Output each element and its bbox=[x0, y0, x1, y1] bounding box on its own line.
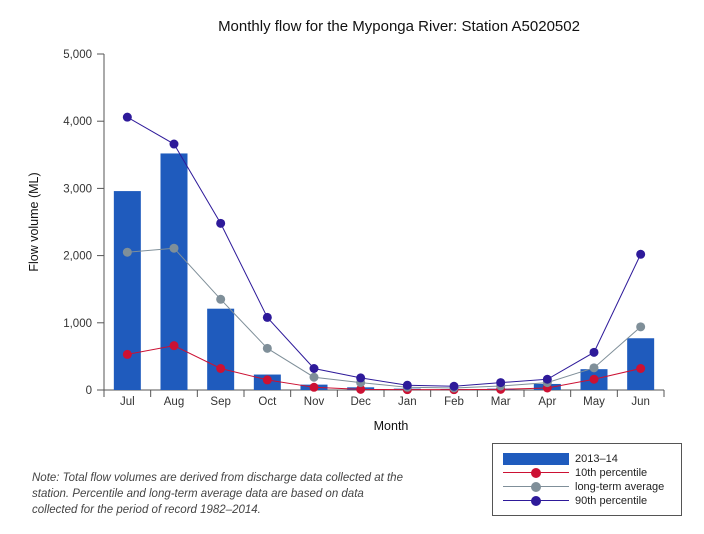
legend-item-2013-14: 2013–14 bbox=[493, 452, 683, 466]
series-point bbox=[449, 381, 459, 391]
series-point bbox=[402, 380, 412, 390]
series-point bbox=[216, 363, 226, 373]
x-tick-label: Mar bbox=[491, 396, 511, 408]
legend-swatch-bar bbox=[503, 452, 569, 466]
series-point bbox=[216, 294, 226, 304]
legend-swatch-average bbox=[503, 480, 569, 494]
y-tick-label: 2,000 bbox=[63, 251, 92, 263]
series-point bbox=[169, 341, 179, 351]
legend-marker-90th bbox=[531, 496, 541, 506]
y-tick-label: 0 bbox=[86, 385, 92, 397]
series-point bbox=[496, 378, 506, 388]
legend-swatch-10th bbox=[503, 466, 569, 480]
x-tick-label: Jun bbox=[631, 396, 650, 408]
series-point bbox=[542, 374, 552, 384]
series-point bbox=[636, 322, 646, 332]
series-point bbox=[262, 343, 272, 353]
series-point bbox=[122, 112, 132, 122]
series-point bbox=[636, 249, 646, 259]
series-point bbox=[589, 363, 599, 373]
series-line bbox=[127, 345, 641, 391]
x-tick-label: Feb bbox=[444, 396, 464, 408]
footnote: Note: Total flow volumes are derived fro… bbox=[32, 472, 403, 516]
x-axis-label: Month bbox=[374, 419, 409, 433]
y-axis-label: Flow volume (ML) bbox=[27, 172, 41, 271]
series-point bbox=[356, 373, 366, 383]
series-line bbox=[127, 247, 641, 389]
legend-item-10th-percentile: 10th percentile bbox=[493, 466, 683, 480]
legend-swatch-90th bbox=[503, 494, 569, 508]
series-point bbox=[589, 347, 599, 357]
x-tick-label: Apr bbox=[538, 396, 556, 408]
series-point bbox=[169, 243, 179, 253]
series-point bbox=[636, 363, 646, 373]
x-tick-label: Jan bbox=[398, 396, 417, 408]
series-point bbox=[122, 349, 132, 359]
lines bbox=[122, 112, 646, 395]
bar bbox=[160, 153, 188, 390]
series-point bbox=[216, 218, 226, 228]
x-tick-label: Aug bbox=[164, 396, 184, 408]
legend-item-90th-percentile: 90th percentile bbox=[493, 494, 683, 508]
series-point bbox=[169, 139, 179, 149]
y-tick-label: 3,000 bbox=[63, 183, 92, 195]
legend-label-2013-14: 2013–14 bbox=[575, 453, 618, 465]
legend-marker-10th bbox=[531, 468, 541, 478]
bar bbox=[207, 308, 235, 390]
x-tick-label: Sep bbox=[210, 396, 230, 408]
legend-label-10th-percentile: 10th percentile bbox=[575, 467, 648, 479]
series-point bbox=[309, 372, 319, 382]
legend-marker-average bbox=[531, 482, 541, 492]
legend-item-long-term-average: long-term average bbox=[493, 480, 683, 494]
series-point bbox=[309, 363, 319, 373]
series-point bbox=[262, 375, 272, 385]
x-tick-label: May bbox=[583, 396, 605, 408]
series-point bbox=[589, 374, 599, 384]
legend-label-90th-percentile: 90th percentile bbox=[575, 495, 648, 507]
y-tick-label: 1,000 bbox=[63, 318, 92, 330]
x-tick-label: Oct bbox=[258, 396, 277, 408]
y-tick-label: 5,000 bbox=[63, 49, 92, 61]
legend-label-long-term-average: long-term average bbox=[575, 481, 665, 493]
x-tick-label: Dec bbox=[350, 396, 371, 408]
y-tick-label: 4,000 bbox=[63, 116, 92, 128]
series-point bbox=[309, 382, 319, 392]
legend-bar-fill bbox=[503, 453, 569, 465]
series-point bbox=[262, 312, 272, 322]
x-tick-label: Nov bbox=[304, 396, 325, 408]
legend: 2013–14 10th percentile long-term averag… bbox=[492, 443, 682, 516]
series-point bbox=[122, 247, 132, 257]
chart-title: Monthly flow for the Myponga River: Stat… bbox=[218, 18, 580, 35]
series-point bbox=[356, 384, 366, 394]
bar bbox=[113, 191, 141, 390]
x-tick-label: Jul bbox=[120, 396, 135, 408]
series-line bbox=[127, 116, 642, 387]
axes: 0 1,000 2,000 3,000 4,000 5,000 Jul Aug Sep Oct No… bbox=[63, 49, 665, 408]
